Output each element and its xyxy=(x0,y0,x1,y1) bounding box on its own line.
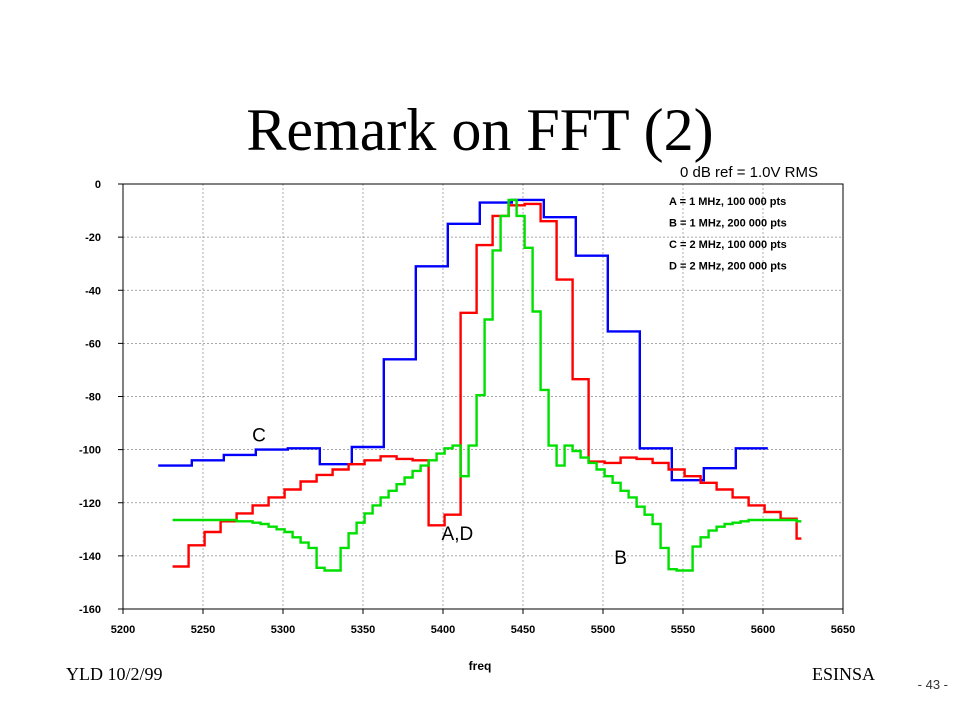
x-tick-label: 5550 xyxy=(671,624,695,636)
annotation-label: B xyxy=(614,548,627,569)
annotation-label: A,D xyxy=(442,524,474,545)
y-tick-label: 0 xyxy=(95,179,101,191)
legend-entry: B = 1 MHz, 200 000 pts xyxy=(669,218,787,230)
x-tick-label: 5600 xyxy=(751,624,775,636)
reference-note: 0 dB ref = 1.0V RMS xyxy=(680,164,818,181)
footer-organization: ESINSA xyxy=(812,664,876,684)
axis-ticks: 0 -20 -40 -60 -80 -100 -120 -140 -160 5200 5250 530… xyxy=(79,179,855,636)
data-series xyxy=(158,198,802,572)
legend-entry: A = 1 MHz, 100 000 pts xyxy=(669,196,786,208)
y-tick-label: -120 xyxy=(79,498,101,510)
x-tick-label: 5200 xyxy=(111,624,135,636)
x-tick-label: 5650 xyxy=(831,624,855,636)
y-tick-label: -20 xyxy=(85,232,101,244)
x-axis-label: freq xyxy=(469,659,492,673)
x-tick-label: 5350 xyxy=(351,624,375,636)
x-tick-label: 5300 xyxy=(271,624,295,636)
legend-entry: D = 2 MHz, 200 000 pts xyxy=(669,261,787,273)
legend-entry: C = 2 MHz, 100 000 pts xyxy=(669,239,787,251)
y-tick-label: -140 xyxy=(79,551,101,563)
x-tick-label: 5400 xyxy=(431,624,455,636)
footer-author-date: YLD 10/2/99 xyxy=(66,664,163,684)
x-tick-label: 5500 xyxy=(591,624,615,636)
annotations: C A,D B xyxy=(252,426,627,569)
y-tick-label: -40 xyxy=(85,285,101,297)
x-tick-label: 5450 xyxy=(511,624,535,636)
page-number: - 43 - xyxy=(917,677,948,692)
x-tick-label: 5250 xyxy=(191,624,215,636)
legend: A = 1 MHz, 100 000 pts B = 1 MHz, 200 000… xyxy=(669,196,787,273)
annotation-label: C xyxy=(252,426,266,447)
y-tick-label: -80 xyxy=(85,392,101,404)
y-tick-label: -60 xyxy=(85,338,101,350)
y-tick-label: -100 xyxy=(79,445,101,457)
y-tick-label: -160 xyxy=(79,604,101,616)
series-line-3 xyxy=(172,198,802,572)
series-line-2 xyxy=(172,202,802,568)
slide-title: Remark on FFT (2) xyxy=(246,97,714,163)
